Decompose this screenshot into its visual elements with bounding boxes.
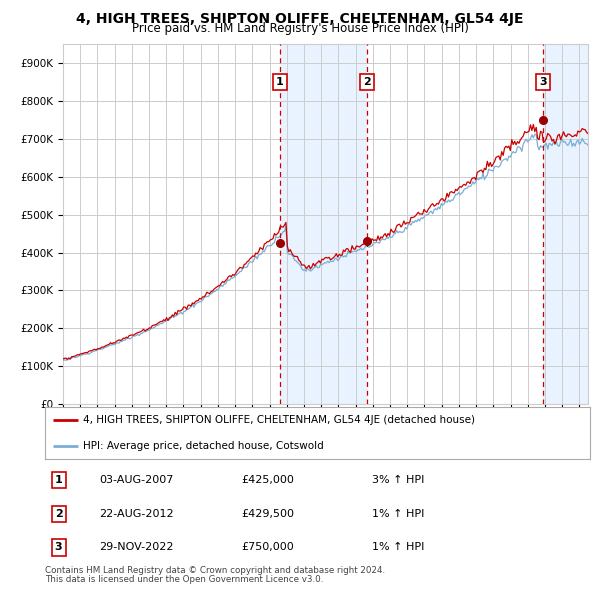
Text: 1% ↑ HPI: 1% ↑ HPI bbox=[372, 509, 424, 519]
Text: 3: 3 bbox=[539, 77, 547, 87]
Text: 1: 1 bbox=[275, 77, 283, 87]
Bar bbox=[280, 44, 367, 404]
Text: £429,500: £429,500 bbox=[241, 509, 294, 519]
Text: 3: 3 bbox=[55, 542, 62, 552]
Text: 03-AUG-2007: 03-AUG-2007 bbox=[100, 476, 174, 486]
Text: 29-NOV-2022: 29-NOV-2022 bbox=[100, 542, 174, 552]
Bar bbox=[544, 44, 588, 404]
Text: Price paid vs. HM Land Registry's House Price Index (HPI): Price paid vs. HM Land Registry's House … bbox=[131, 22, 469, 35]
Text: £750,000: £750,000 bbox=[241, 542, 294, 552]
Text: £425,000: £425,000 bbox=[241, 476, 294, 486]
Text: 1% ↑ HPI: 1% ↑ HPI bbox=[372, 542, 424, 552]
Text: 4, HIGH TREES, SHIPTON OLIFFE, CHELTENHAM, GL54 4JE: 4, HIGH TREES, SHIPTON OLIFFE, CHELTENHA… bbox=[76, 12, 524, 26]
Text: This data is licensed under the Open Government Licence v3.0.: This data is licensed under the Open Gov… bbox=[45, 575, 323, 584]
Text: 2: 2 bbox=[55, 509, 62, 519]
Text: Contains HM Land Registry data © Crown copyright and database right 2024.: Contains HM Land Registry data © Crown c… bbox=[45, 566, 385, 575]
Text: HPI: Average price, detached house, Cotswold: HPI: Average price, detached house, Cots… bbox=[83, 441, 324, 451]
Text: 2: 2 bbox=[363, 77, 371, 87]
Text: 3% ↑ HPI: 3% ↑ HPI bbox=[372, 476, 424, 486]
Text: 22-AUG-2012: 22-AUG-2012 bbox=[100, 509, 174, 519]
Text: 1: 1 bbox=[55, 476, 62, 486]
Text: 4, HIGH TREES, SHIPTON OLIFFE, CHELTENHAM, GL54 4JE (detached house): 4, HIGH TREES, SHIPTON OLIFFE, CHELTENHA… bbox=[83, 415, 475, 425]
